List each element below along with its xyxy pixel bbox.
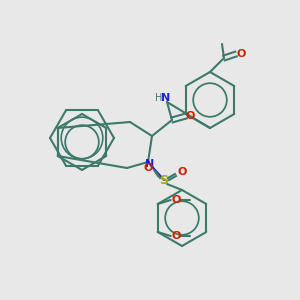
Text: H: H [155, 93, 163, 103]
Text: O: O [143, 163, 153, 173]
Text: N: N [146, 159, 154, 169]
Text: N: N [161, 93, 171, 103]
Text: S: S [160, 173, 169, 187]
Text: O: O [236, 49, 246, 59]
Text: O: O [171, 195, 180, 205]
Text: O: O [171, 231, 180, 241]
Text: O: O [185, 111, 195, 121]
Text: O: O [177, 167, 187, 177]
